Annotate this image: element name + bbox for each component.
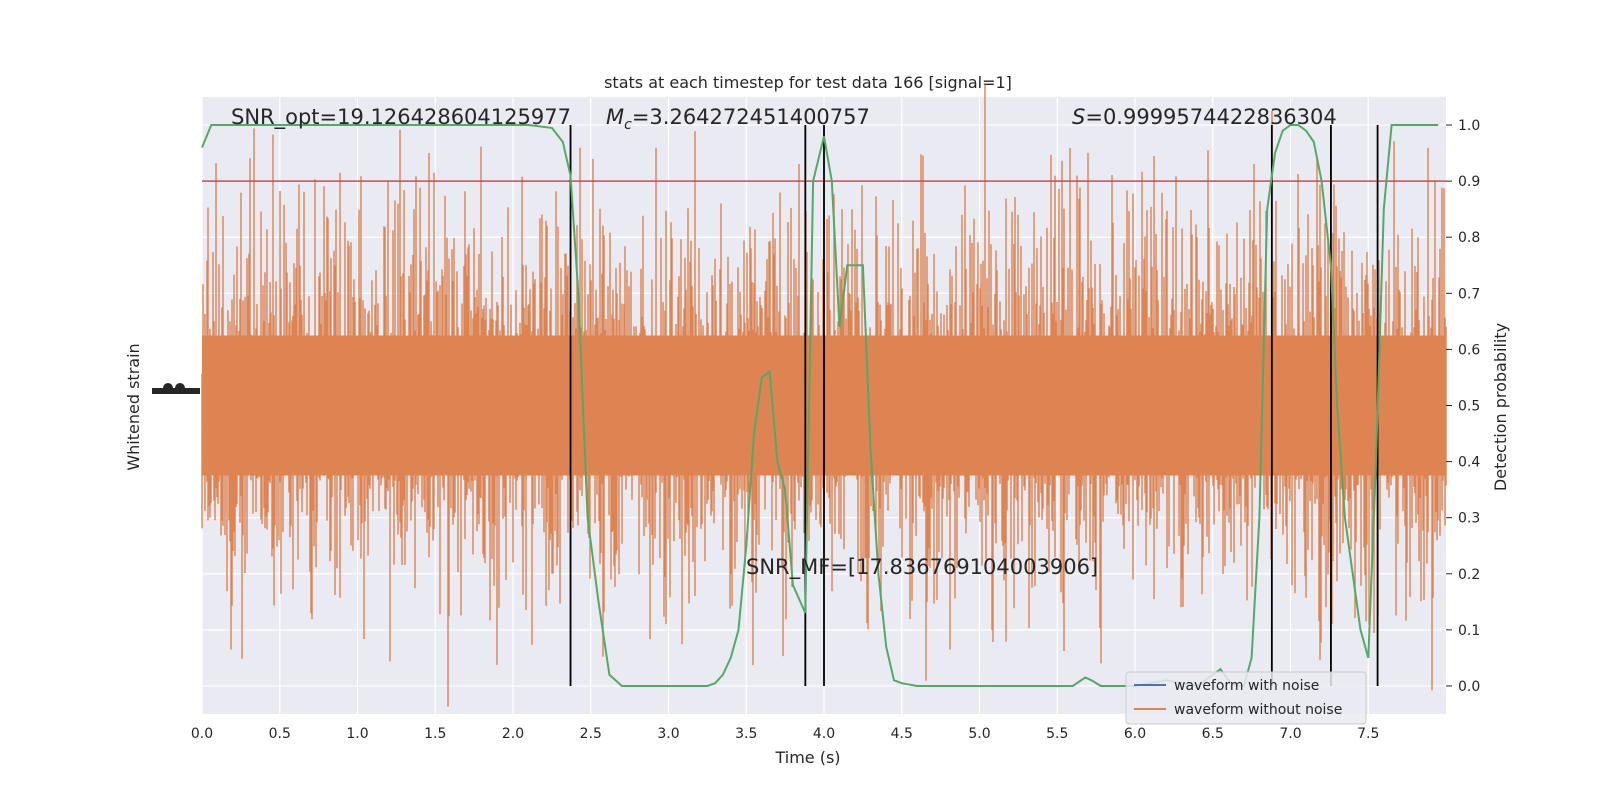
annotations: SNR_opt=19.126428604125977 Mc=3.26427245… (231, 105, 1337, 580)
x-tick-label-5: 2.5 (580, 726, 602, 742)
x-axis-ticks: 0.0 0.5 1.0 1.5 2.0 2.5 3.0 3.5 4.0 4.5 5.0 5.5 6.0 6… (191, 726, 1380, 742)
x-axis-label: Time (s) (774, 748, 840, 767)
legend-label-without-noise: waveform without noise (1174, 702, 1342, 718)
vertical-markers (569, 125, 1379, 686)
annotation-snr-opt: SNR_opt=19.126428604125977 (231, 105, 571, 130)
chart-title: stats at each timestep for test data 166… (604, 73, 1012, 92)
y-tick-label-7: 0.7 (1458, 286, 1480, 302)
legend: waveform with noise waveform without noi… (1125, 671, 1367, 725)
x-tick-label-3: 1.5 (424, 726, 446, 742)
y-tick-label-3: 0.3 (1458, 511, 1480, 527)
y-tick-label-2: 0.2 (1458, 567, 1480, 583)
y-tick-label-0: 0.0 (1458, 679, 1480, 695)
y-axis-left-label: Whitened strain (124, 343, 143, 470)
legend-box (1125, 671, 1367, 725)
x-tick-label-1: 0.5 (269, 726, 291, 742)
x-tick-label-4: 2.0 (502, 726, 524, 742)
y-axis-right-ticks: 0.0 0.1 0.2 0.3 0.4 0.5 0.6 0.7 0.8 0.9 1.0 (1446, 118, 1480, 695)
left-tick-blob-a (163, 383, 173, 393)
x-tick-label-6: 3.0 (657, 726, 679, 742)
plot-area (201, 84, 1447, 714)
left-tick-blob-b (175, 383, 185, 393)
x-tick-label-2: 1.0 (346, 726, 368, 742)
x-tick-label-15: 7.5 (1357, 726, 1379, 742)
mc-value: =3.264272451400757 (632, 105, 870, 129)
x-tick-label-13: 6.5 (1202, 726, 1224, 742)
y-tick-label-8: 0.8 (1458, 230, 1480, 246)
legend-label-with-noise: waveform with noise (1174, 678, 1319, 694)
y-tick-label-1: 0.1 (1458, 623, 1480, 639)
mc-symbol: M (606, 105, 624, 129)
s-value: =0.9999574422836304 (1085, 105, 1336, 129)
x-tick-label-9: 4.5 (891, 726, 913, 742)
y-tick-label-9: 0.9 (1458, 174, 1480, 190)
annotation-chirp-mass: Mc=3.264272451400757 (606, 105, 870, 133)
y-axis-right-label: Detection probability (1491, 323, 1510, 491)
x-tick-label-14: 7.0 (1279, 726, 1301, 742)
left-axis-overlapping-ticks (152, 383, 200, 394)
x-tick-label-10: 5.0 (968, 726, 990, 742)
y-tick-label-6: 0.6 (1458, 342, 1480, 358)
x-tick-label-7: 3.5 (735, 726, 757, 742)
y-tick-label-10: 1.0 (1458, 118, 1480, 134)
s-symbol: S (1072, 105, 1085, 129)
x-tick-label-11: 5.5 (1046, 726, 1068, 742)
detection-probability-line (201, 124, 1439, 688)
x-tick-label-8: 4.0 (813, 726, 835, 742)
x-tick-label-0: 0.0 (191, 726, 213, 742)
mc-subscript: c (624, 117, 632, 133)
y-tick-label-5: 0.5 (1458, 399, 1480, 415)
x-tick-label-12: 6.0 (1124, 726, 1146, 742)
annotation-snr-mf: SNR_MF=[17.836769104003906] (746, 555, 1098, 580)
y-tick-label-4: 0.4 (1458, 455, 1480, 471)
annotation-s: S=0.9999574422836304 (1072, 105, 1337, 129)
